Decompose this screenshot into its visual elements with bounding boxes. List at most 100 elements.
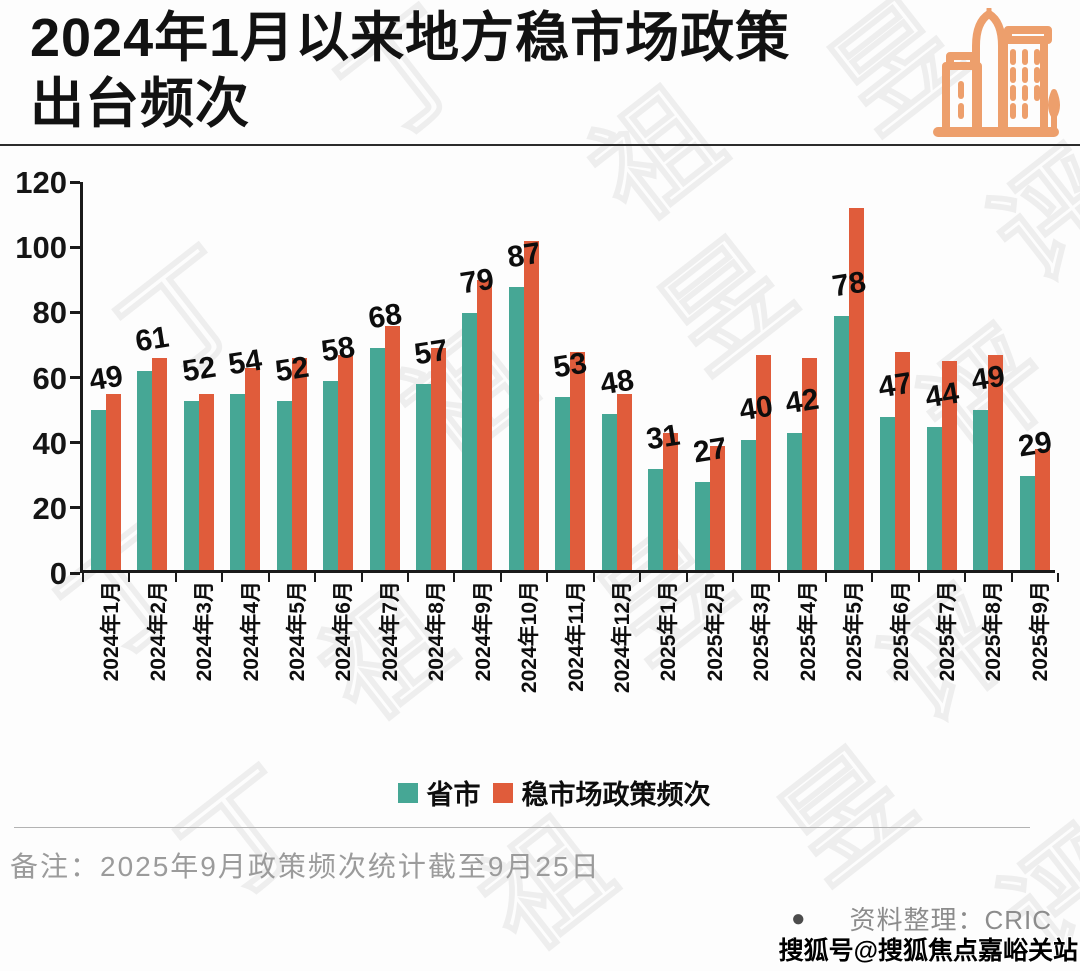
bar-group: 53 — [547, 182, 593, 570]
x-axis-tick-mark — [128, 573, 131, 582]
bar-value-label: 49 — [969, 359, 1008, 398]
x-axis-label: 2025年7月 — [935, 581, 959, 682]
bar-group: 49 — [83, 182, 129, 570]
x-axis-tick-mark — [407, 573, 409, 582]
footer-divider — [14, 827, 1030, 828]
bar-policy-frequency — [338, 354, 354, 570]
legend-label: 稳市场政策频次 — [521, 780, 711, 810]
bar-group: 40 — [733, 182, 779, 570]
bar-group: 42 — [779, 182, 825, 570]
bar-group: 52 — [176, 182, 222, 570]
bar-value-label: 29 — [1015, 425, 1054, 463]
x-axis-label: 2024年9月 — [471, 581, 495, 682]
x-axis-tick-mark — [1010, 573, 1013, 582]
bar-policy-frequency — [106, 394, 121, 570]
bar-policy-frequency — [988, 354, 1004, 570]
sohu-watermark: 搜狐号@搜狐焦点嘉峪关站 — [778, 937, 1078, 965]
x-axis-tick-mark — [267, 573, 270, 582]
bar-policy-frequency — [895, 351, 911, 570]
bar-value-label: 49 — [87, 359, 126, 398]
bar-provinces — [601, 413, 617, 570]
bar-provinces — [787, 433, 803, 570]
bar-provinces — [508, 286, 524, 570]
legend-item: 稳市场政策频次 — [492, 773, 711, 812]
x-axis-tick-mark — [824, 573, 827, 582]
x-axis-label: 2025年9月 — [1028, 581, 1052, 682]
x-axis-label: 2024年5月 — [285, 581, 309, 682]
bar-policy-frequency — [1034, 449, 1050, 570]
x-axis-label: 2024年1月 — [100, 581, 124, 682]
x-axis-label: 2024年2月 — [146, 581, 170, 682]
bar-value-label: 78 — [829, 265, 869, 304]
bar-group: 61 — [129, 182, 175, 570]
x-axis-label: 2024年10月 — [518, 581, 542, 694]
bar-policy-frequency — [663, 433, 679, 570]
bar-provinces — [648, 469, 664, 570]
bar-group: 57 — [408, 182, 454, 570]
bar-policy-frequency — [570, 351, 586, 570]
x-axis-tick-mark — [639, 573, 642, 582]
y-axis-tick-mark — [70, 506, 80, 510]
x-axis-label: 2024年11月 — [564, 581, 588, 692]
bar-value-label: 58 — [319, 330, 358, 369]
x-axis-tick-mark — [499, 573, 502, 582]
bar-policy-frequency — [431, 348, 446, 570]
y-axis-tick-mark — [70, 245, 80, 249]
page-title: 2024年1月以来地方稳市场政策 出台频次 — [30, 6, 790, 138]
bar-group: 27 — [687, 182, 733, 570]
x-axis-label: 2025年4月 — [796, 581, 820, 682]
chart: 0 20 40 60 80 100 120 49 2024年1月 61 2024年2月 52 2024年… — [0, 148, 1080, 828]
bar-provinces — [741, 439, 756, 570]
bar-policy-frequency — [384, 325, 400, 570]
bar-group: 78 — [826, 182, 872, 570]
bar-provinces — [91, 410, 106, 570]
bar-provinces — [369, 348, 385, 570]
bar-provinces — [323, 381, 339, 570]
bar-group: 49 — [965, 182, 1011, 570]
bar-policy-frequency — [477, 280, 493, 570]
bar-group: 68 — [362, 182, 408, 570]
bar-policy-frequency — [709, 446, 725, 570]
x-axis-tick-mark — [360, 573, 363, 582]
x-axis-tick-mark — [221, 573, 224, 582]
bar-group: 87 — [501, 182, 547, 570]
bar-policy-frequency — [848, 208, 864, 570]
legend-item: 省市 — [397, 773, 481, 812]
header: 2024年1月以来地方稳市场政策 出台频次 — [0, 0, 1080, 146]
legend-swatch-icon — [492, 782, 513, 803]
bar-provinces — [833, 315, 849, 570]
bar-group: 58 — [315, 182, 361, 570]
y-axis-tick-mark — [70, 310, 80, 314]
bar-provinces — [276, 400, 292, 570]
y-axis-tick-mark — [70, 571, 80, 575]
y-axis-tick-label: 60 — [32, 360, 67, 396]
x-axis-label: 2025年8月 — [982, 581, 1006, 682]
bar-provinces — [230, 394, 246, 570]
bar-provinces — [183, 400, 199, 570]
bar-value-label: 61 — [133, 320, 172, 359]
x-axis-tick-mark — [546, 573, 549, 582]
bar-value-label: 79 — [458, 262, 497, 301]
x-axis-label: 2024年4月 — [239, 581, 263, 682]
bar-value-label: 87 — [504, 236, 544, 274]
bar-policy-frequency — [616, 394, 632, 570]
x-axis-label: 2025年1月 — [657, 581, 681, 682]
bar-provinces — [416, 384, 431, 570]
bar-provinces — [555, 397, 571, 570]
source-text: 资料整理：CRIC — [849, 905, 1052, 935]
bar-group: 52 — [269, 182, 315, 570]
x-axis-tick-mark — [314, 573, 317, 582]
y-axis-tick-mark — [70, 441, 80, 445]
bar-provinces — [1019, 475, 1035, 570]
x-axis-tick-mark — [871, 573, 874, 582]
bar-policy-frequency — [152, 358, 168, 570]
bar-policy-frequency — [245, 367, 261, 570]
bar-provinces — [973, 410, 989, 570]
bar-group: 44 — [919, 182, 965, 570]
bar-policy-frequency — [523, 240, 539, 570]
bar-policy-frequency — [291, 358, 307, 570]
x-axis-tick-mark — [82, 573, 84, 582]
bar-policy-frequency — [941, 361, 957, 570]
y-axis-tick-label: 120 — [15, 165, 67, 200]
bar-value-label: 27 — [690, 431, 729, 470]
